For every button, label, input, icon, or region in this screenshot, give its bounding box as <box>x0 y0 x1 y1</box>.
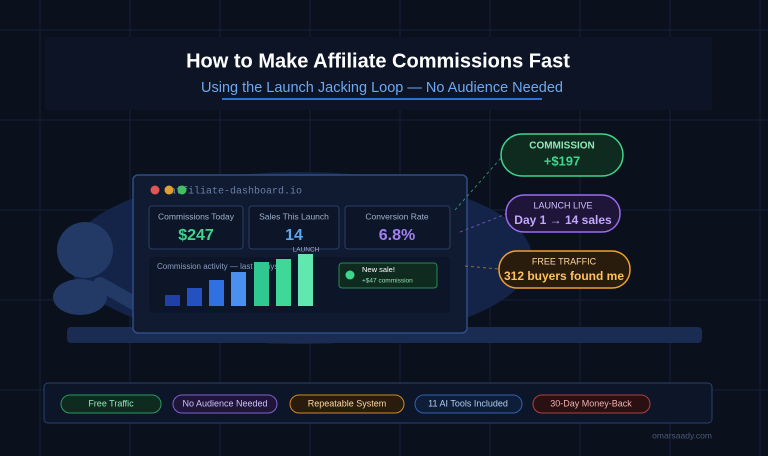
url: affiliate-dashboard.io <box>170 186 302 198</box>
feature-pill <box>172 394 278 414</box>
activity-bars <box>165 254 313 306</box>
activity-label: Commission activity — last 7 days <box>157 262 278 271</box>
feature-pill <box>60 394 162 414</box>
connectors <box>454 157 507 270</box>
notification <box>338 262 438 289</box>
window-dot <box>177 185 187 195</box>
footer: omarsaady.com <box>652 430 712 440</box>
feature-text: 11 AI Tools Included <box>428 398 508 408</box>
callout-label: LAUNCH LIVE <box>533 200 592 210</box>
feature-pill <box>289 394 405 414</box>
stat-label: Commissions Today <box>158 211 235 221</box>
title-banner <box>45 37 712 110</box>
stat-label: Conversion Rate <box>365 211 429 221</box>
callout <box>505 194 621 233</box>
title: How to Make Affiliate Commissions Fast <box>186 50 570 72</box>
notification-detail: +$47 commission <box>362 278 413 285</box>
feature-text: Free Traffic <box>88 398 134 408</box>
stat-card <box>248 205 340 250</box>
callout-value: +$197 <box>544 153 581 168</box>
stat-value: 6.8% <box>379 227 415 244</box>
feature-text: 30-Day Money-Back <box>550 398 632 408</box>
feature-pill <box>414 394 523 414</box>
stat-label: Sales This Launch <box>259 211 329 221</box>
person-body <box>53 279 107 315</box>
feature-text: No Audience Needed <box>182 398 267 408</box>
launch-label: LAUNCH <box>293 247 320 254</box>
window-dot <box>150 185 160 195</box>
stat-card <box>148 205 244 250</box>
callout-label: COMMISSION <box>529 141 595 152</box>
subtitle: Using the Launch Jacking Loop — No Audie… <box>201 80 563 96</box>
callout-value: 312 buyers found me <box>504 269 624 283</box>
callout <box>498 250 631 289</box>
window-dot <box>164 185 174 195</box>
callout <box>500 133 624 177</box>
feature-text: Repeatable System <box>308 398 387 408</box>
notification-dot <box>345 270 355 280</box>
notification-title: New sale! <box>362 265 395 274</box>
stat-card <box>344 205 451 250</box>
callout-label: FREE TRAFFIC <box>532 256 597 266</box>
callout-value: Day 1 → 14 sales <box>514 213 612 227</box>
stat-value: $247 <box>178 227 214 244</box>
stat-value: 14 <box>285 227 303 244</box>
feature-pill <box>532 394 651 414</box>
person-head <box>57 222 113 278</box>
